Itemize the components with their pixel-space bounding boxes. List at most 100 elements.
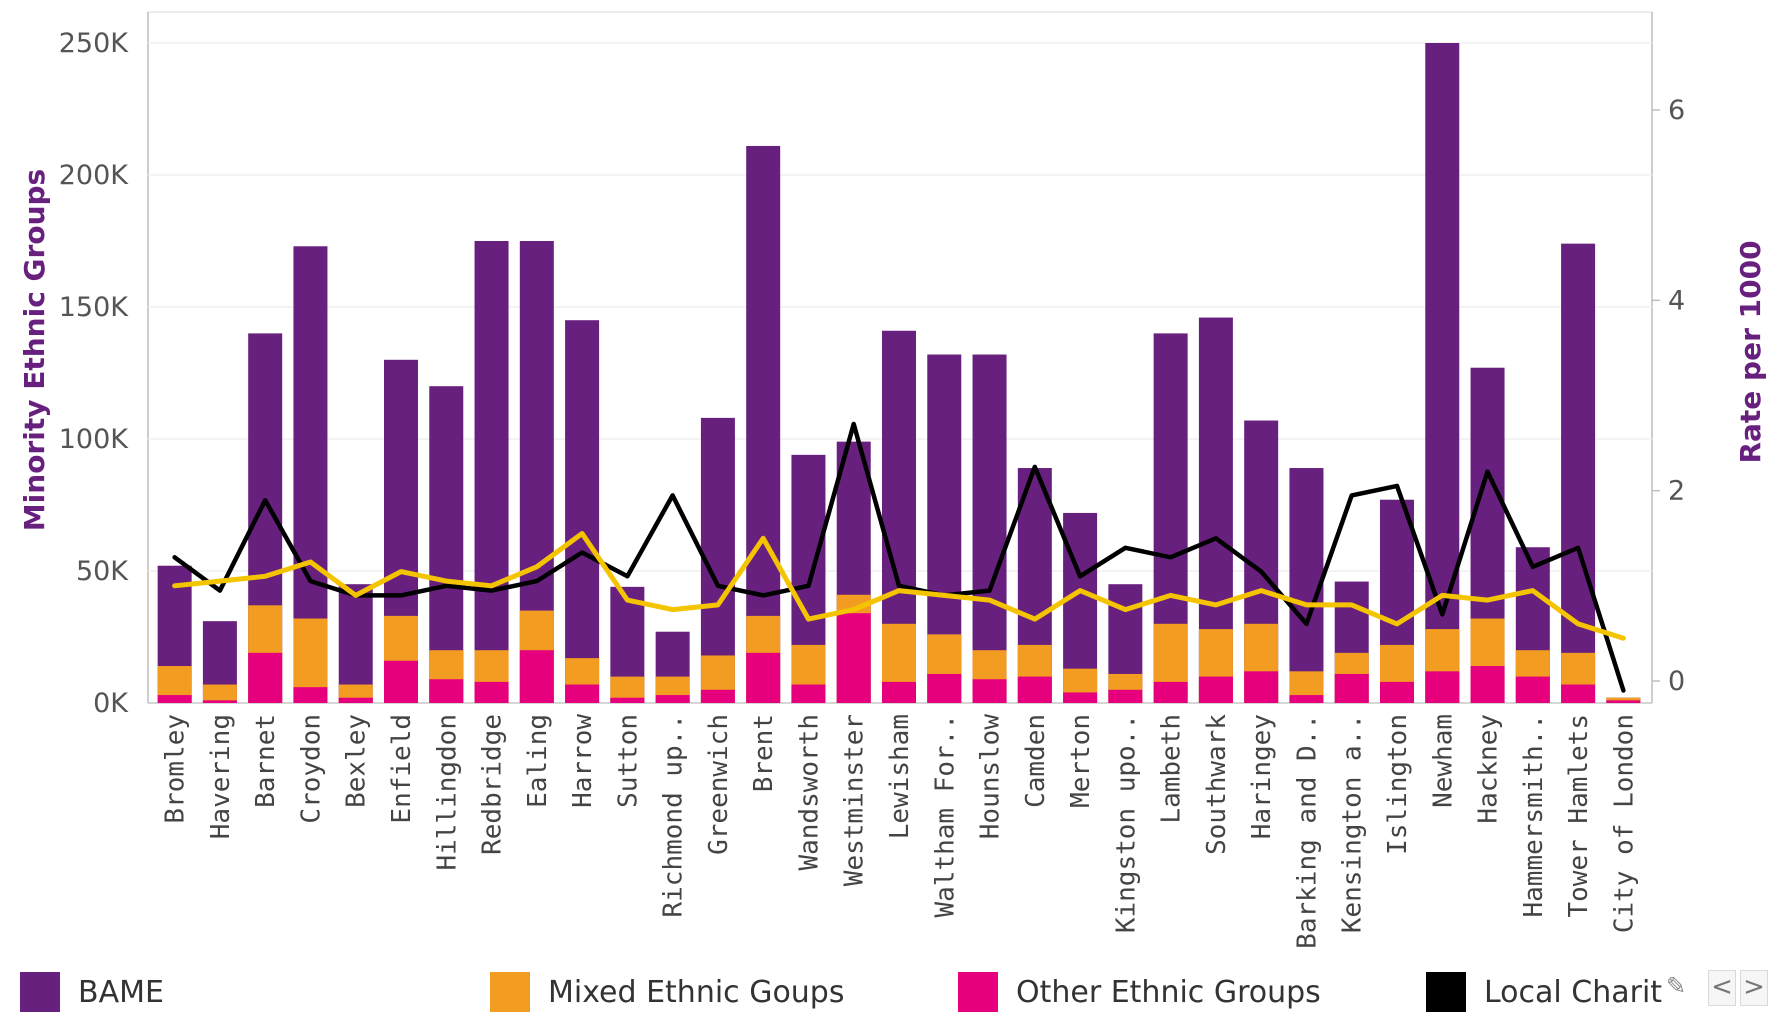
bar-other (519, 650, 554, 703)
x-category-label: Barnet (251, 714, 281, 808)
bar-other (1063, 692, 1098, 703)
x-category-label: Tower Hamlets (1564, 714, 1594, 918)
bar-other (384, 660, 418, 703)
legend-label-other: Other Ethnic Groups (1016, 974, 1321, 1010)
bar-bame (338, 584, 373, 703)
bar-other (836, 613, 871, 703)
bar-other (338, 697, 373, 703)
x-category-label: Islington (1383, 714, 1413, 855)
y-right-tick-label: 6 (1668, 95, 1685, 126)
legend-item-mixed[interactable]: Mixed Ethnic Goups (490, 972, 845, 1012)
bar-other (1334, 673, 1369, 703)
y-right-tick-label: 0 (1668, 666, 1685, 697)
y-left-tick-label: 200K (59, 160, 130, 191)
bar-other (1425, 671, 1460, 703)
bar-bame (474, 241, 509, 703)
bar-other (202, 700, 237, 703)
bar-other (746, 652, 781, 703)
legend-swatch-bame (20, 972, 60, 1012)
bar-other (1380, 681, 1414, 703)
bar-other (1289, 695, 1324, 703)
x-category-label: Barking and D.. (1293, 714, 1323, 949)
x-category-label: City of London (1609, 714, 1639, 933)
bar-other (248, 652, 283, 703)
bar-other (429, 679, 464, 703)
x-category-label: Haringey (1247, 714, 1277, 839)
bar-other (972, 679, 1007, 703)
bar-other (1153, 681, 1188, 703)
bar-other (1606, 700, 1641, 703)
y-left-tick-label: 150K (59, 292, 130, 323)
bar-other (157, 695, 192, 703)
x-category-label: Merton (1066, 714, 1096, 808)
legend-swatch-mixed (490, 972, 530, 1012)
legend-next-button[interactable]: > (1740, 970, 1768, 1006)
y-left-tick-label: 100K (59, 424, 130, 455)
x-category-label: Bromley (161, 714, 191, 824)
x-category-label: Harrow (568, 714, 598, 808)
x-category-label: Enfield (387, 714, 417, 824)
y-left-tick-label: 50K (76, 556, 129, 587)
x-category-label: Wandsworth (795, 714, 825, 871)
legend-label-local-charity: Local Charit (1484, 974, 1663, 1010)
legend-prev-button[interactable]: < (1708, 970, 1736, 1006)
legend-label-bame: BAME (78, 974, 164, 1010)
y-right-axis-title: Rate per 1000 (1734, 240, 1767, 463)
x-category-label: Waltham For.. (930, 714, 960, 918)
x-category-label: Greenwich (704, 714, 734, 855)
x-category-label: Kensington a.. (1338, 714, 1368, 933)
legend-item-local-charity[interactable]: Local Charit (1426, 972, 1663, 1012)
x-category-label: Hounslow (976, 714, 1006, 840)
x-category-label: Lewisham (885, 714, 915, 839)
x-category-label: Hillingdon (432, 714, 462, 871)
x-category-label: Southwark (1202, 714, 1232, 855)
line-local-charity (172, 421, 1626, 693)
bar-bame (1561, 243, 1596, 703)
bar-bame (972, 354, 1007, 703)
bar-other (1561, 684, 1596, 703)
x-category-label: Ealing (523, 714, 553, 808)
y-left-tick-label: 0K (93, 688, 129, 719)
bar-other (1198, 676, 1233, 703)
x-category-label: Newham (1428, 714, 1458, 808)
bar-other (610, 697, 645, 703)
x-category-label: Richmond up.. (659, 714, 689, 918)
x-category-label: Camden (1021, 714, 1051, 808)
y-left-axis-title: Minority Ethnic Groups (18, 169, 51, 531)
bar-other (1470, 666, 1505, 703)
legend-label-mixed: Mixed Ethnic Goups (548, 974, 845, 1010)
bar-bame (565, 320, 600, 703)
bar-other (1515, 676, 1550, 703)
y-right-tick-label: 4 (1668, 285, 1685, 316)
x-category-label: Bexley (342, 714, 372, 808)
bar-other (1017, 676, 1052, 703)
bar-other (565, 684, 600, 703)
y-right-tick-label: 2 (1668, 476, 1685, 507)
x-category-label: Havering (206, 714, 236, 839)
bar-mixed (202, 684, 237, 703)
bar-other (791, 684, 826, 703)
bar-other (1108, 689, 1143, 703)
legend-swatch-other (958, 972, 998, 1012)
bar-bame (746, 145, 781, 703)
x-category-label: Sutton (613, 714, 643, 808)
x-category-label: Hammersmith.. (1519, 714, 1549, 918)
x-category-label: Hackney (1474, 714, 1504, 824)
bar-other (474, 681, 509, 703)
bar-other (655, 695, 690, 703)
bar-other (927, 673, 962, 703)
x-category-label: Redbridge (478, 714, 508, 855)
bar-other (1244, 671, 1279, 703)
bar-other (882, 681, 916, 703)
x-category-label: Lambeth (1157, 714, 1187, 824)
x-category-label: Croydon (297, 714, 327, 824)
x-category-label: Westminster (840, 714, 870, 886)
bar-other (293, 687, 328, 703)
legend: BAME Mixed Ethnic Goups Other Ethnic Gro… (0, 968, 1775, 1013)
legend-swatch-local-charity (1426, 972, 1466, 1012)
pencil-icon[interactable]: ✎ (1666, 972, 1687, 1000)
line-yellow-series (172, 531, 1626, 641)
x-category-label: Brent (749, 714, 779, 792)
legend-item-bame[interactable]: BAME (20, 972, 164, 1012)
legend-item-other[interactable]: Other Ethnic Groups (958, 972, 1321, 1012)
